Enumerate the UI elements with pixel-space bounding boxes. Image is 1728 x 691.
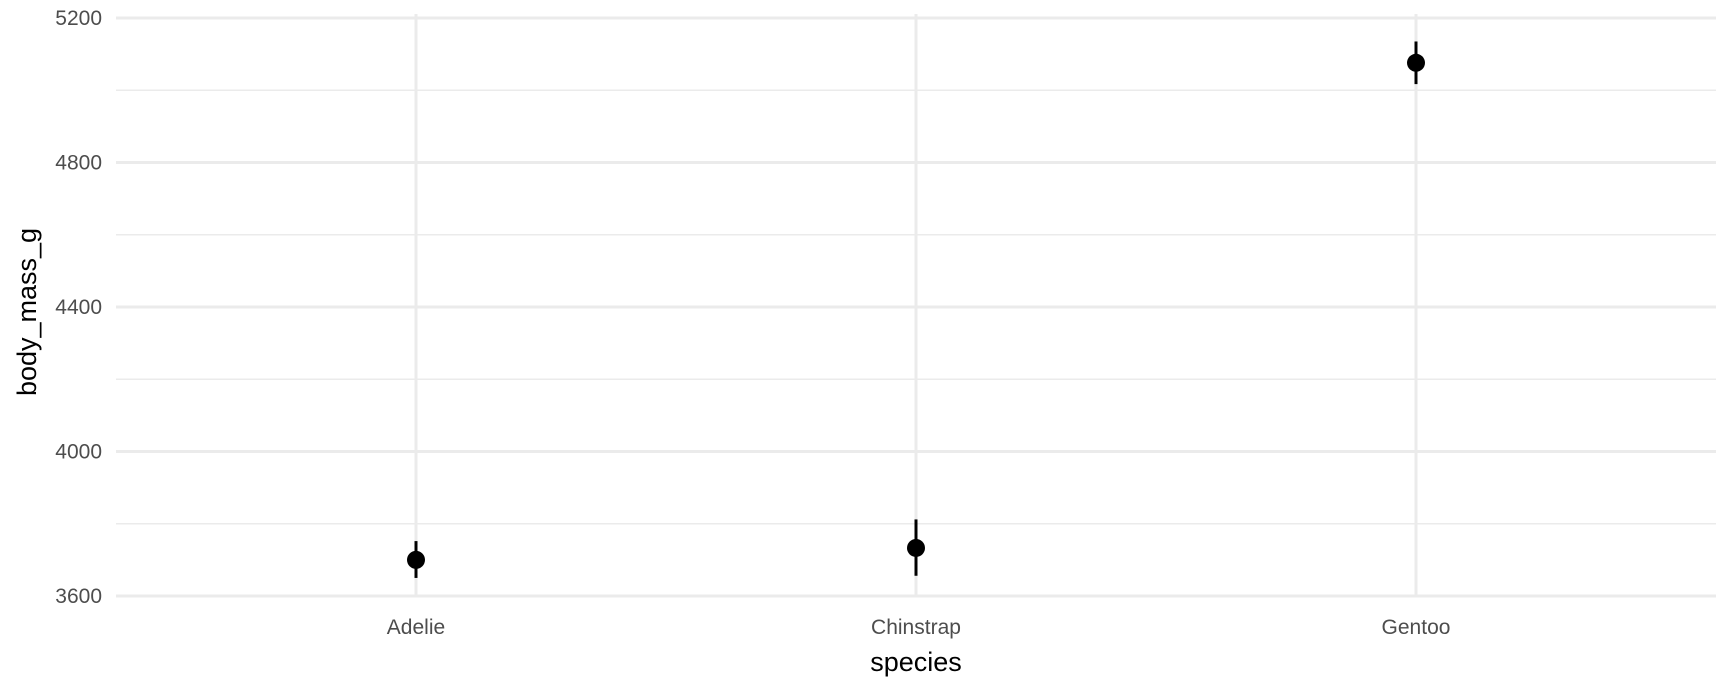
x-axis-title: species [870,647,962,677]
y-tick-label: 4800 [55,152,102,175]
x-tick-label: Gentoo [1382,616,1451,639]
data-point [407,550,425,569]
y-tick-label: 3600 [55,585,102,608]
axis-labels: 3600 4000 4400 4800 5200 Adelie Chinstrap Gento… [55,7,1450,639]
data-point [907,538,925,557]
x-tick-label: Adelie [387,616,445,639]
y-axis-title: body_mass_g [12,228,42,396]
y-tick-label: 4400 [55,296,102,319]
data-point [1407,53,1425,72]
grid [116,14,1716,598]
y-tick-label: 4000 [55,441,102,464]
x-tick-label: Chinstrap [871,616,961,639]
plot-marks [407,41,1425,578]
y-tick-label: 5200 [55,7,102,30]
